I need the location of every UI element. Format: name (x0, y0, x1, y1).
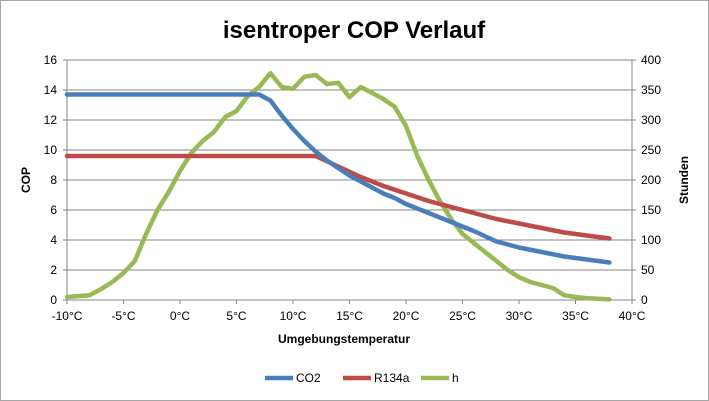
y-right-tick-label: 0 (641, 293, 648, 307)
y-axis-left-title: COP (19, 167, 33, 193)
legend-label-h: h (452, 371, 459, 385)
tick-labels: -10°C -5°C 0°C 5°C 10°C 15°C 20°C 25°C 30°C 35°C 4… (44, 53, 662, 323)
y-right-tick-label: 100 (641, 233, 661, 247)
x-tick-label: 35°C (562, 309, 589, 323)
x-tick-label: 20°C (393, 309, 420, 323)
y-left-tick-label: 12 (44, 113, 58, 127)
y-left-tick-label: 0 (50, 293, 57, 307)
chart-title: isentroper COP Verlauf (223, 17, 486, 44)
y-right-tick-label: 300 (641, 113, 661, 127)
y-right-tick-label: 350 (641, 83, 661, 97)
series-line-co2 (64, 92, 612, 265)
x-axis-title: Umgebungstemperatur (278, 332, 410, 346)
y-left-tick-label: 10 (44, 143, 58, 157)
y-left-tick-label: 2 (50, 263, 57, 277)
series-lines (64, 70, 612, 302)
y-left-tick-label: 8 (50, 173, 57, 187)
grid-lines (67, 59, 632, 271)
x-tick-label: 40°C (619, 309, 646, 323)
series-line-h (64, 70, 612, 302)
x-tick-label: 5°C (226, 309, 246, 323)
y-right-tick-label: 200 (641, 173, 661, 187)
axes (63, 59, 636, 304)
y-left-tick-label: 16 (44, 53, 58, 67)
y-axis-right-title: Stunden (677, 156, 691, 204)
x-tick-label: 25°C (449, 309, 476, 323)
y-left-tick-label: 6 (50, 203, 57, 217)
y-right-tick-label: 50 (641, 263, 655, 277)
y-left-tick-label: 14 (44, 83, 58, 97)
x-tick-label: -5°C (111, 309, 135, 323)
legend-label-r134a: R134a (374, 371, 410, 385)
y-right-tick-label: 400 (641, 53, 661, 67)
x-tick-label: 15°C (336, 309, 363, 323)
legend: CO2 R134a h (265, 371, 459, 385)
x-tick-label: 0°C (170, 309, 190, 323)
x-tick-label: 10°C (280, 309, 307, 323)
y-right-tick-label: 150 (641, 203, 661, 217)
y-left-tick-label: 4 (50, 233, 57, 247)
x-tick-label: 30°C (506, 309, 533, 323)
y-right-tick-label: 250 (641, 143, 661, 157)
series-line-r134a (64, 153, 612, 241)
x-tick-label: -10°C (52, 309, 83, 323)
legend-label-co2: CO2 (296, 371, 321, 385)
